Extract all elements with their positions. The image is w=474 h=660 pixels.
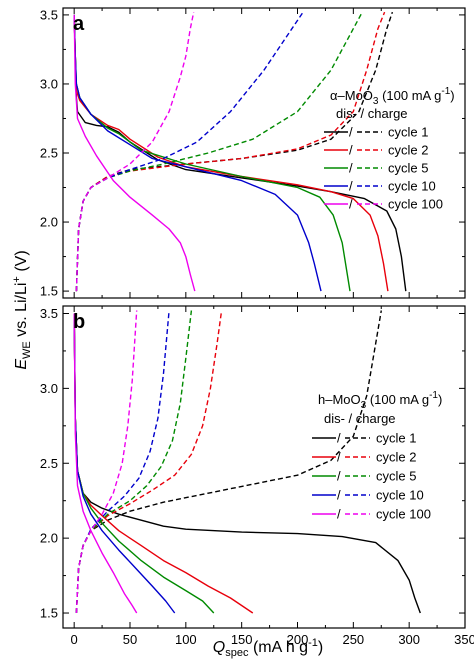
panel-b-letter: b: [73, 311, 85, 333]
panel-b-x-tick-label: 250: [342, 632, 364, 647]
panel-a-legend-title: α–MoO3 (100 mA g-1): [330, 86, 455, 107]
panel-b-x-tick-label: 0: [71, 632, 78, 647]
panel-a-legend-label-cycle-100: cycle 100: [388, 197, 443, 212]
panel-a-y-tick-label: 2.5: [40, 146, 58, 161]
panel-b-legend-separator: /: [337, 431, 341, 446]
panel-b-x-tick-label: 300: [398, 632, 420, 647]
panel-a-legend-entries: / cycle 1 / cycle 2 / cycle 5 / cycle 10 / cycle …: [324, 125, 443, 212]
panel-b-legend-separator: /: [337, 450, 341, 465]
panel-b-cycle-100-charge-line: [75, 310, 138, 614]
panel-a-frame: [62, 7, 466, 299]
panel-a-cycle-2-discharge-line: [73, 14, 389, 292]
panel-a-letter: a: [73, 13, 85, 35]
panel-a-legend-separator: /: [349, 197, 353, 212]
panel-a-legend-subtitle: dis- / charge: [336, 106, 408, 121]
panel-b-legend-label-cycle-100: cycle 100: [376, 507, 431, 522]
panel-a-y-tick-label: 3.0: [40, 76, 58, 91]
panel-a-legend: α–MoO3 (100 mA g-1) dis- / charge / cycle…: [324, 86, 455, 212]
panel-b-x-tick-label: 100: [175, 632, 197, 647]
panel-a-y-tick-label: 1.5: [40, 284, 58, 299]
panel-b-y-tick-label: 2.5: [40, 456, 58, 471]
panel-b: 0 50 100 150 200 250 300 350 1.5 2.0 2.5 3.0 3.5 b h…: [40, 305, 474, 647]
panel-b-legend: h–MoO3 (100 mA g-1) dis- / charge / cycle…: [312, 390, 442, 522]
panel-b-x-tick-label: 150: [231, 632, 253, 647]
panel-b-x-tick-label: 200: [287, 632, 309, 647]
panel-b-y-tick-label: 1.5: [40, 606, 58, 621]
panel-b-legend-label-cycle-5: cycle 5: [376, 469, 416, 484]
panel-a-curves: [73, 11, 407, 292]
panel-b-legend-label-cycle-10: cycle 10: [376, 488, 424, 503]
panel-b-legend-separator: /: [337, 488, 341, 503]
panel-b-cycle-100-discharge-line: [73, 313, 138, 614]
panel-b-legend-subtitle: dis- / charge: [324, 411, 396, 426]
panel-a-y-tick-label: 3.5: [40, 7, 58, 22]
panel-a-cycle-10-discharge-line: [73, 14, 322, 292]
panel-a-legend-separator: /: [349, 179, 353, 194]
panel-b-legend-entries: / cycle 1 / cycle 2 / cycle 5 / cycle 10 / cycle …: [312, 431, 431, 522]
panel-b-legend-title: h–MoO3 (100 mA g-1): [318, 390, 442, 411]
panel-a-legend-label-cycle-10: cycle 10: [388, 179, 436, 194]
panel-b-legend-label-cycle-1: cycle 1: [376, 431, 416, 446]
panel-a-legend-label-cycle-1: cycle 1: [388, 125, 428, 140]
panel-a-legend-label-cycle-2: cycle 2: [388, 143, 428, 158]
panel-b-legend-separator: /: [337, 507, 341, 522]
panel-b-legend-separator: /: [337, 469, 341, 484]
panel-b-curves: [73, 310, 421, 614]
panel-a-y-tick-label: 2.0: [40, 215, 58, 230]
panel-b-ticks: 0 50 100 150 200 250 300 350 1.5 2.0 2.5 3.0 3.5: [40, 306, 474, 647]
panel-a-cycle-100-charge-line: [75, 11, 195, 292]
panel-b-y-tick-label: 2.0: [40, 531, 58, 546]
panel-b-x-tick-label: 50: [123, 632, 137, 647]
panel-a-legend-separator: /: [349, 161, 353, 176]
x-axis-title: Qspec (mA h g-1): [213, 637, 323, 659]
panel-a-legend-label-cycle-5: cycle 5: [388, 161, 428, 176]
panel-b-x-tick-label: 350: [454, 632, 474, 647]
panel-b-legend-label-cycle-2: cycle 2: [376, 450, 416, 465]
panel-b-y-tick-label: 3.0: [40, 381, 58, 396]
panel-b-frame: [62, 305, 466, 629]
panel-b-y-tick-label: 3.5: [40, 306, 58, 321]
panel-a-legend-separator: /: [349, 143, 353, 158]
panel-a-legend-separator: /: [349, 125, 353, 140]
y-axis-title: EWE vs. Li/Li+ (V): [11, 250, 33, 369]
panel-a-cycle-100-discharge-line: [73, 14, 196, 292]
panel-a-cycle-10-charge-line: [75, 11, 304, 292]
panel-a-ticks: 1.5 2.0 2.5 3.0 3.5: [40, 7, 466, 299]
panel-a: 1.5 2.0 2.5 3.0 3.5 a α–MoO3 (100 mA g-1) di…: [40, 7, 466, 299]
